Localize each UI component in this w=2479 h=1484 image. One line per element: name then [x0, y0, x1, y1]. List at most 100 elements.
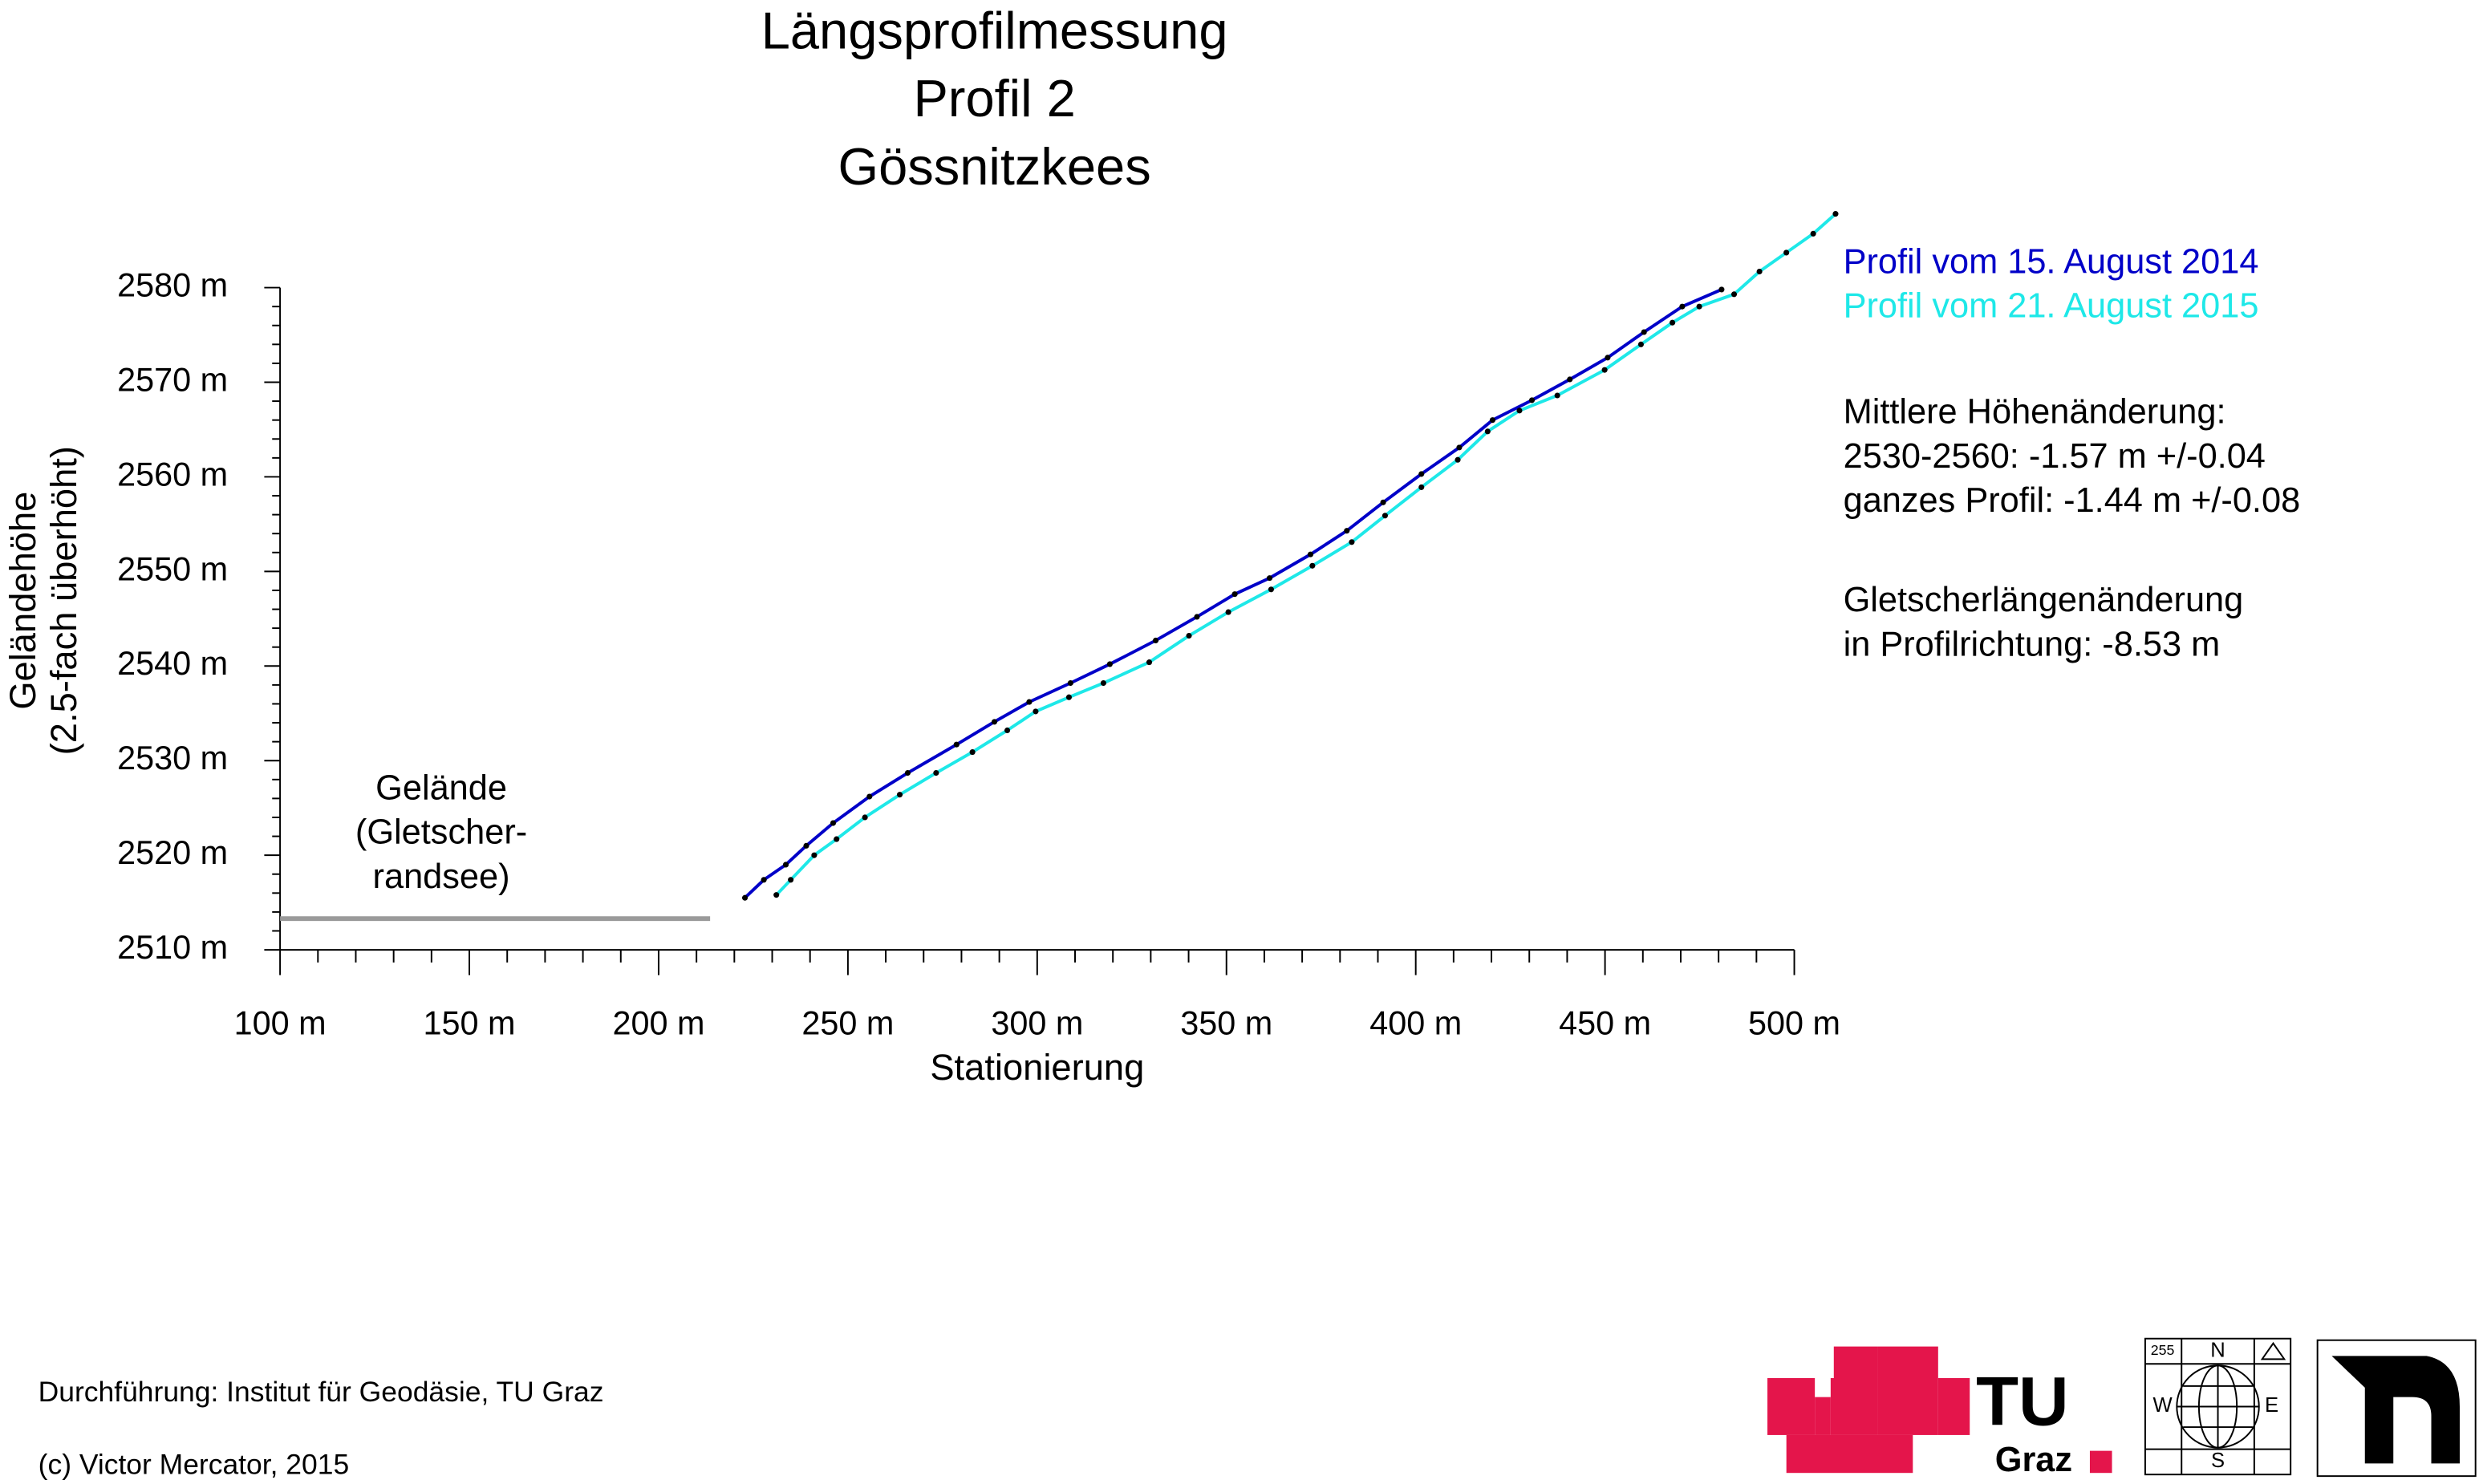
tu-graz-logo-blocks: [1767, 1346, 2112, 1474]
y-axis-label: (2.5-fach überhöht): [43, 446, 84, 755]
data-point: [1307, 551, 1314, 558]
x-tick-label: 100 m: [234, 1005, 327, 1042]
data-point: [1601, 367, 1608, 373]
data-point: [1004, 727, 1011, 734]
data-point: [1567, 376, 1573, 383]
data-point: [1194, 614, 1200, 620]
data-point: [991, 719, 998, 725]
x-tick-label: 300 m: [991, 1005, 1083, 1042]
data-point: [1065, 694, 1072, 700]
data-point: [1382, 513, 1389, 519]
chart-title: Gössnitzkees: [838, 137, 1151, 196]
annotation: Gelände: [375, 769, 507, 808]
data-point: [1696, 303, 1702, 310]
series-line: [775, 213, 1837, 897]
stats-text: Gletscherlängenänderung: [1844, 581, 2244, 619]
data-point: [803, 842, 809, 849]
data-point: [1067, 679, 1073, 687]
data-point: [1418, 471, 1425, 477]
compass-n: N: [2210, 1339, 2225, 1361]
compass-w: W: [2152, 1394, 2173, 1417]
chart-title: Längsprofilmessung: [761, 2, 1228, 60]
data-point: [1605, 355, 1611, 361]
data-point: [896, 792, 903, 798]
stats-text: Mittlere Höhenänderung:: [1844, 393, 2226, 432]
data-point: [1146, 659, 1153, 666]
footer-text: (c) Victor Mercator, 2015: [39, 1449, 350, 1481]
data-point: [1730, 291, 1738, 298]
logo-mark: [2331, 1356, 2460, 1464]
stats-text: 2530-2560: -1.57 m +/-0.04: [1844, 437, 2266, 476]
data-point: [1266, 575, 1273, 582]
data-point: [1455, 456, 1461, 463]
x-tick-label: 500 m: [1748, 1005, 1840, 1042]
data-point: [933, 770, 939, 776]
graz-logo-text: Graz: [1995, 1441, 2072, 1479]
x-tick-label: 150 m: [424, 1005, 516, 1042]
annotation: randsee): [373, 858, 510, 896]
y-tick-label: 2520 m: [117, 834, 228, 871]
data-point: [1679, 303, 1686, 310]
data-point: [1832, 211, 1839, 217]
data-point: [1309, 562, 1316, 569]
data-point: [782, 862, 789, 868]
tu-logo-text: TU: [1976, 1363, 2069, 1440]
series-line: [744, 288, 1722, 899]
data-point: [969, 749, 976, 756]
y-axis-label: Geländehöhe: [2, 492, 43, 710]
x-axis-label: Stationierung: [930, 1047, 1144, 1088]
data-point: [1456, 444, 1463, 451]
x-tick-label: 250 m: [801, 1005, 894, 1042]
data-point: [1528, 397, 1536, 403]
footer-text: Durchführung: Institut für Geodäsie, TU …: [39, 1376, 604, 1408]
data-point: [1810, 230, 1816, 237]
x-tick-label: 350 m: [1180, 1005, 1272, 1042]
data-point: [1033, 708, 1039, 715]
y-tick-label: 2580 m: [117, 266, 228, 303]
data-point: [834, 836, 840, 842]
stats-text: ganzes Profil: -1.44 m +/-0.08: [1844, 481, 2301, 520]
legend-entry: Profil vom 15. August 2014: [1844, 242, 2259, 281]
data-point: [1554, 392, 1560, 399]
logo-frame: [2316, 1339, 2477, 1478]
data-point: [788, 877, 794, 883]
x-tick-label: 450 m: [1559, 1005, 1651, 1042]
data-point: [1718, 286, 1725, 293]
data-point: [761, 877, 767, 883]
data-point: [1641, 329, 1647, 335]
data-point: [1516, 407, 1523, 414]
data-point: [741, 894, 749, 901]
data-point: [1637, 341, 1644, 347]
data-point: [1418, 484, 1425, 490]
data-point: [1026, 699, 1033, 705]
data-point: [862, 814, 868, 821]
data-point: [1380, 499, 1386, 505]
data-point: [1100, 679, 1106, 687]
compass-s: S: [2211, 1450, 2225, 1472]
annotation: (Gletscher-: [355, 813, 527, 852]
logos: TU Graz 255 N W E S: [1767, 1337, 2477, 1479]
data-point: [1484, 428, 1491, 435]
y-tick-label: 2510 m: [117, 929, 228, 966]
y-tick-label: 2570 m: [117, 361, 228, 398]
compass-e: E: [2265, 1394, 2278, 1417]
data-point: [1489, 417, 1496, 424]
x-tick-label: 200 m: [612, 1005, 704, 1042]
stats-text: in Profilrichtung: -8.53 m: [1844, 625, 2221, 663]
data-point: [1231, 591, 1238, 598]
data-point: [1344, 528, 1350, 534]
data-point: [1268, 586, 1274, 593]
y-tick-label: 2530 m: [117, 740, 228, 776]
data-point: [1670, 319, 1676, 326]
data-point: [1783, 249, 1790, 256]
data-point: [773, 892, 780, 898]
data-point: [1225, 609, 1231, 615]
data-point: [1152, 637, 1159, 643]
data-point: [904, 770, 911, 776]
data-point: [1186, 633, 1192, 639]
chart-title: Profil 2: [913, 69, 1075, 128]
data-point: [866, 793, 873, 800]
x-tick-label: 400 m: [1369, 1005, 1462, 1042]
data-point: [1756, 268, 1763, 275]
